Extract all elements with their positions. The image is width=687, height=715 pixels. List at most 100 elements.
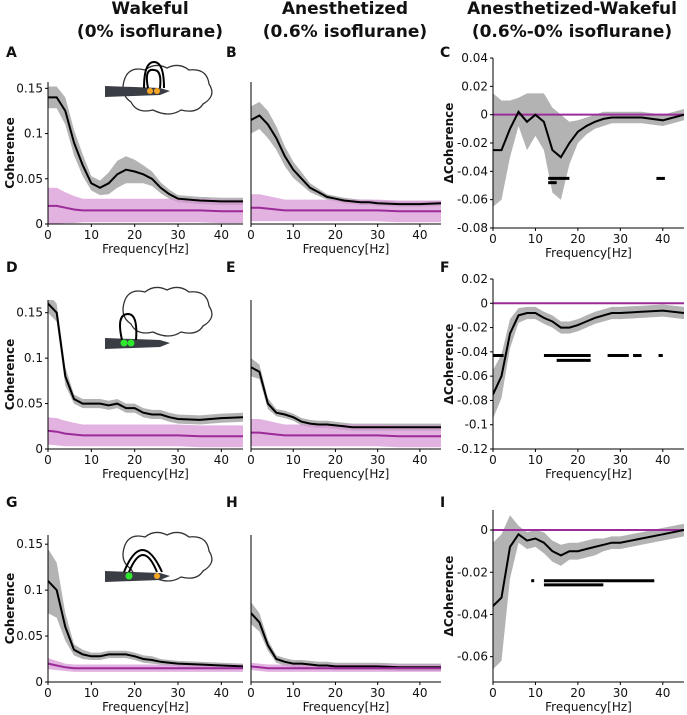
y-tick-label: 0 — [35, 442, 43, 456]
x-tick-label: 20 — [328, 453, 343, 467]
y-tick-label: -0.08 — [457, 221, 488, 235]
icon-g — [105, 531, 213, 582]
x-tick-label: 10 — [84, 453, 99, 467]
x-tick-label: 0 — [247, 228, 255, 242]
x-tick-label: 20 — [127, 686, 142, 700]
error-band — [48, 417, 243, 448]
x-tick-label: 40 — [214, 453, 229, 467]
x-axis-label: Frequency[Hz] — [545, 467, 632, 481]
mean-line — [48, 580, 243, 668]
x-tick-label: 40 — [655, 453, 670, 467]
x-tick-label: 20 — [328, 686, 343, 700]
panel-label: H — [226, 495, 238, 511]
x-tick-label: 0 — [44, 686, 52, 700]
panel-label: F — [440, 260, 450, 276]
y-tick-label: -0.12 — [457, 442, 488, 456]
y-tick-label: -0.06 — [457, 369, 488, 383]
x-tick-label: 40 — [412, 228, 427, 242]
plot-area — [493, 515, 684, 670]
plot-area — [251, 602, 441, 672]
x-tick-label: 40 — [412, 453, 427, 467]
x-tick-label: 40 — [655, 686, 670, 700]
x-tick-label: 30 — [170, 228, 185, 242]
error-band — [251, 358, 441, 431]
column-header: Anesthetized — [282, 0, 408, 19]
y-tick-label: -0.02 — [457, 565, 488, 579]
x-tick-label: 10 — [286, 228, 301, 242]
x-tick-label: 0 — [247, 453, 255, 467]
y-axis-label: ΔCoherence — [442, 103, 456, 184]
mean-line — [251, 665, 441, 670]
y-tick-label: 0.15 — [16, 537, 43, 551]
y-axis-label: Coherence — [3, 573, 17, 645]
icon-d — [105, 286, 213, 349]
mean-line — [48, 429, 243, 438]
x-tick-label: 20 — [570, 686, 585, 700]
y-tick-label: 0 — [35, 675, 43, 689]
y-tick-label: -0.06 — [457, 193, 488, 207]
plot-area — [48, 86, 243, 224]
x-tick-label: 10 — [528, 686, 543, 700]
y-tick-label: 0.04 — [461, 51, 488, 65]
panel-label: A — [6, 45, 17, 61]
x-tick-label: 20 — [570, 453, 585, 467]
x-axis-label: Frequency[Hz] — [303, 242, 390, 256]
mean-line — [48, 302, 243, 421]
x-tick-label: 0 — [247, 686, 255, 700]
error-band — [48, 187, 243, 224]
y-tick-label: 0 — [480, 108, 488, 122]
column-subheader: (0% isoflurane) — [77, 22, 223, 42]
x-tick-label: 40 — [214, 228, 229, 242]
column-header: Wakeful — [111, 0, 188, 19]
x-axis-label: Frequency[Hz] — [102, 242, 189, 256]
x-tick-label: 30 — [613, 453, 628, 467]
mean-line — [48, 96, 243, 203]
x-tick-label: 10 — [286, 686, 301, 700]
error-band — [493, 304, 684, 419]
mean-line — [251, 431, 441, 438]
panel-label: E — [226, 260, 236, 276]
x-tick-label: 40 — [412, 686, 427, 700]
x-tick-label: 30 — [170, 453, 185, 467]
mean-line — [48, 662, 243, 670]
plot-area — [48, 548, 243, 672]
error-band — [251, 419, 441, 448]
error-band — [493, 515, 684, 670]
mean-line — [493, 109, 684, 159]
y-tick-label: 0.1 — [24, 351, 43, 365]
mean-line — [493, 309, 684, 395]
y-tick-label: -0.04 — [457, 345, 488, 359]
x-tick-label: 30 — [170, 686, 185, 700]
x-tick-label: 20 — [570, 232, 585, 246]
icon-a — [105, 60, 213, 115]
y-tick-label: 0 — [480, 523, 488, 537]
error-band — [48, 300, 243, 425]
y-tick-label: 0.05 — [16, 397, 43, 411]
mean-line — [251, 366, 441, 429]
panel-label: D — [6, 260, 18, 276]
mean-line — [493, 529, 684, 607]
x-tick-label: 10 — [528, 453, 543, 467]
panel-label: G — [6, 495, 18, 511]
x-tick-label: 0 — [489, 232, 497, 246]
mean-line — [251, 114, 441, 206]
y-axis-label: Coherence — [3, 117, 17, 189]
x-tick-label: 10 — [528, 232, 543, 246]
y-axis-label: Coherence — [3, 339, 17, 411]
x-axis-label: Frequency[Hz] — [303, 700, 390, 714]
y-tick-label: 0.05 — [16, 172, 43, 186]
panel-label: B — [226, 45, 237, 61]
plot-area — [251, 101, 441, 223]
panel-label: I — [440, 495, 445, 511]
x-tick-label: 10 — [84, 686, 99, 700]
x-tick-label: 0 — [489, 453, 497, 467]
y-tick-label: 0.1 — [24, 127, 43, 141]
column-header: Anesthetized-Wakeful — [467, 0, 677, 19]
mean-line — [48, 204, 243, 213]
x-tick-label: 30 — [613, 232, 628, 246]
error-band — [251, 194, 441, 223]
x-axis-label: Frequency[Hz] — [545, 700, 632, 714]
panel-label: C — [440, 45, 450, 61]
y-tick-label: -0.04 — [457, 164, 488, 178]
